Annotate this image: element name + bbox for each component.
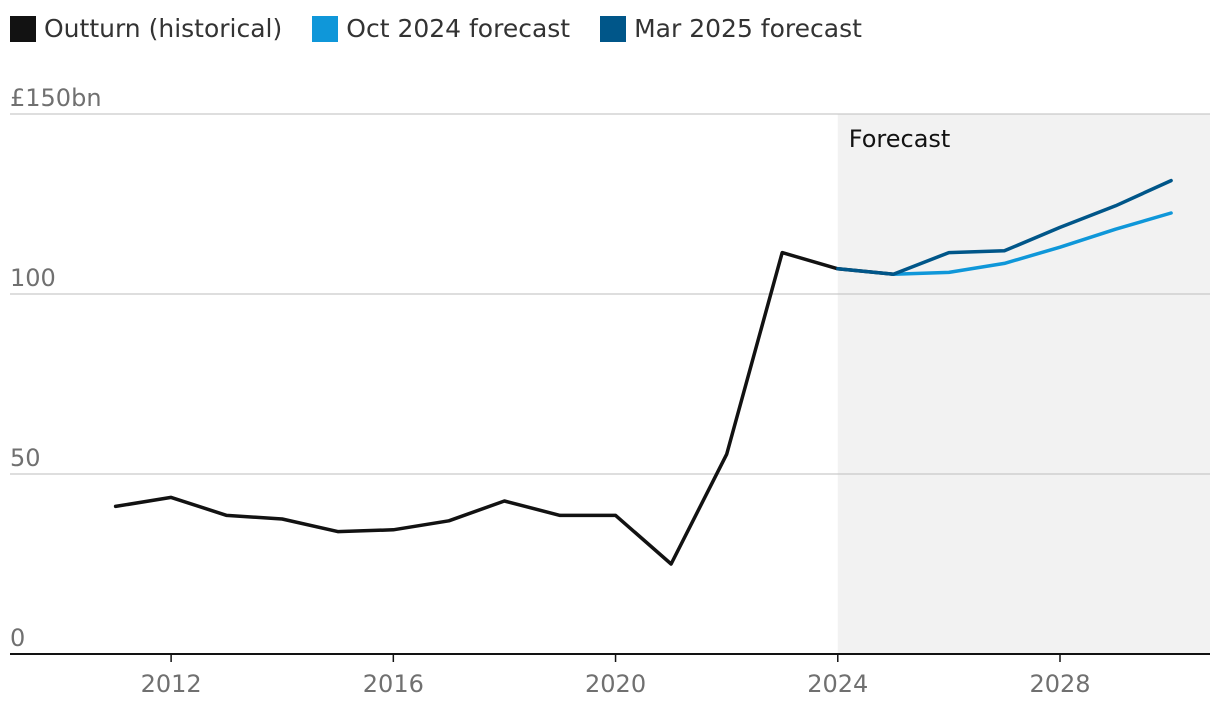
- y-tick-label: 50: [10, 444, 41, 472]
- y-tick-label: 0: [10, 624, 25, 652]
- x-tick-label: 2024: [807, 670, 868, 698]
- gridline-layer: [10, 113, 1210, 475]
- x-tick-label: 2012: [141, 670, 202, 698]
- series-layer: [113, 178, 1173, 566]
- legend-swatch-outturn: [10, 15, 36, 42]
- legend-item-mar-2025: Mar 2025 forecast: [600, 14, 862, 43]
- x-tick-label: 2028: [1029, 670, 1090, 698]
- chart-legend: Outturn (historical) Oct 2024 forecast M…: [10, 14, 892, 43]
- axis-layer: £150bn 100 50 0 2012 2016 2020 2024 2028: [10, 84, 1210, 698]
- y-tick-label: 100: [10, 264, 56, 292]
- series-line-1: [113, 250, 896, 566]
- x-tick-label: 2020: [585, 670, 646, 698]
- series-line-3: [836, 178, 1173, 276]
- y-tick-label: £150bn: [10, 84, 102, 112]
- forecast-region-layer: Forecast: [837, 114, 1210, 654]
- legend-swatch-oct-2024: [312, 15, 339, 42]
- legend-label-mar-2025: Mar 2025 forecast: [634, 14, 862, 43]
- legend-item-outturn: Outturn (historical): [10, 14, 282, 43]
- forecast-label: Forecast: [849, 125, 951, 153]
- legend-item-oct-2024: Oct 2024 forecast: [312, 14, 570, 43]
- legend-swatch-mar-2025: [600, 15, 627, 42]
- series-line-2: [891, 211, 1173, 276]
- legend-label-oct-2024: Oct 2024 forecast: [346, 14, 571, 43]
- legend-label-outturn: Outturn (historical): [44, 14, 283, 43]
- x-tick-label: 2016: [363, 670, 424, 698]
- forecast-region: [837, 114, 1210, 654]
